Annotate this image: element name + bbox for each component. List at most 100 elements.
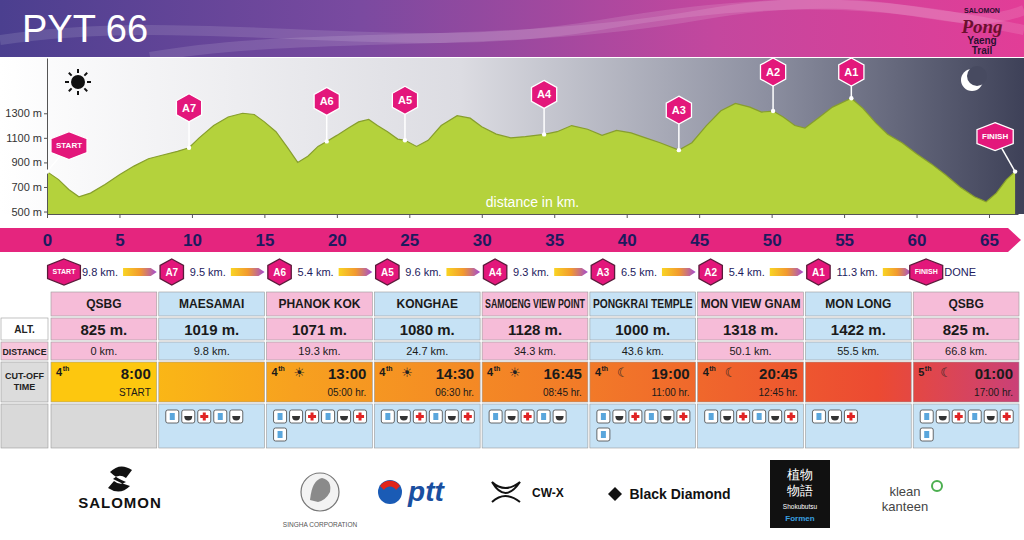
cutoff-elapsed: 05:00 hr. bbox=[327, 387, 366, 398]
sponsor-logo-shape bbox=[301, 473, 339, 511]
service-icon-frame bbox=[613, 410, 626, 423]
name-cell bbox=[374, 292, 480, 316]
services-cell bbox=[374, 404, 480, 448]
logo-text: Trail bbox=[972, 45, 993, 56]
service-icon bbox=[553, 410, 566, 423]
service-icon-cross bbox=[787, 413, 795, 421]
y-tick-mark bbox=[44, 187, 47, 188]
service-icon-frame bbox=[274, 410, 287, 423]
cutoff-day-suffix: th bbox=[386, 365, 393, 372]
service-icon-cross bbox=[308, 413, 316, 421]
cutoff-elapsed: 17:00 hr. bbox=[974, 387, 1013, 398]
y-tick-label: 500 m bbox=[11, 206, 42, 218]
row-label-cell bbox=[1, 362, 48, 402]
cutoff-symbol: ☾ bbox=[940, 365, 952, 380]
checkpoint-marker: A6 bbox=[314, 87, 339, 143]
service-icon-bowl bbox=[508, 416, 516, 421]
cutoff-time: 8:00 bbox=[121, 365, 151, 382]
service-icon-frame bbox=[381, 410, 394, 423]
name-cell bbox=[590, 292, 696, 316]
service-icon bbox=[214, 410, 227, 423]
checkpoint-marker: START bbox=[45, 132, 87, 174]
altitude: 1080 m. bbox=[400, 321, 455, 338]
service-icon bbox=[521, 410, 534, 423]
sponsor-text: Black Diamond bbox=[629, 486, 730, 502]
x-tick-mark bbox=[627, 214, 628, 218]
x-tick-label: 60 bbox=[908, 231, 927, 250]
services-cell bbox=[159, 404, 265, 448]
station-name: MON LONG bbox=[825, 297, 891, 311]
y-tick-mark bbox=[44, 162, 47, 163]
cutoff-cell bbox=[159, 362, 265, 402]
service-icon bbox=[461, 410, 474, 423]
distance: 43.6 km. bbox=[622, 345, 664, 357]
segment-arrow bbox=[554, 268, 588, 276]
row-label-cell bbox=[1, 318, 48, 340]
sponsor-text: SALOMON bbox=[78, 494, 162, 511]
segment-hex-label: FINISH bbox=[915, 268, 938, 275]
sun-ray bbox=[65, 81, 69, 83]
service-icon-frame bbox=[920, 410, 933, 423]
service-icon-frame bbox=[413, 410, 426, 423]
cutoff-symbol: ☀ bbox=[294, 365, 306, 380]
service-icon bbox=[306, 410, 319, 423]
service-icon-cup bbox=[972, 413, 977, 420]
station-name: SAMOENG VIEW POINT bbox=[485, 297, 585, 311]
x-tick: 35 bbox=[545, 214, 564, 250]
service-icon-frame bbox=[537, 410, 550, 423]
alt-cell bbox=[267, 318, 373, 340]
x-tick: 60 bbox=[908, 214, 927, 250]
services-cell bbox=[267, 404, 373, 448]
service-icon-frame bbox=[489, 410, 502, 423]
service-icon bbox=[413, 410, 426, 423]
x-tick-label: 40 bbox=[618, 231, 637, 250]
segment-distance: 9.3 km. bbox=[513, 266, 549, 278]
distance: 55.5 km. bbox=[837, 345, 879, 357]
cutoff-time: 19:00 bbox=[651, 365, 689, 382]
service-icon-cross bbox=[739, 413, 747, 421]
checkpoint-hex-shape bbox=[531, 80, 556, 108]
moon-shadow bbox=[967, 66, 987, 86]
name-cell bbox=[51, 292, 157, 316]
station-name: MON VIEW GNAM bbox=[701, 297, 801, 311]
segment-hex-label: START bbox=[53, 268, 77, 275]
service-icon-cross bbox=[955, 413, 963, 421]
service-icon bbox=[920, 410, 933, 423]
service-icon bbox=[1000, 410, 1013, 423]
service-icon-cup bbox=[757, 413, 762, 420]
distance-cell bbox=[590, 342, 696, 360]
distance: 19.3 km. bbox=[298, 345, 340, 357]
segment-hex-shape bbox=[910, 259, 943, 285]
service-icon-bowl bbox=[232, 416, 240, 421]
service-icon-cup bbox=[601, 413, 606, 420]
cutoff-cell bbox=[913, 362, 1019, 402]
service-icon bbox=[785, 410, 798, 423]
segment-distance: 5.4 km. bbox=[729, 266, 765, 278]
x-tick-label: 10 bbox=[183, 231, 202, 250]
checkpoint-hex: A2 bbox=[760, 58, 785, 86]
altitude: 1318 m. bbox=[723, 321, 778, 338]
distance-band bbox=[0, 228, 1021, 252]
segment-distance: 5.4 km. bbox=[298, 266, 334, 278]
service-icon-frame bbox=[844, 410, 857, 423]
station-name: QSBG bbox=[948, 297, 983, 311]
x-tick-mark bbox=[844, 214, 845, 218]
row-label: DISTANCE bbox=[3, 347, 47, 357]
service-icon-bowl bbox=[448, 416, 456, 421]
service-icon-cross bbox=[200, 413, 208, 421]
sponsor-text: 植物 bbox=[787, 467, 813, 482]
sun-icon bbox=[65, 69, 91, 95]
checkpoint-dot bbox=[542, 132, 546, 136]
cutoff-day-suffix: th bbox=[709, 365, 716, 372]
x-tick-mark bbox=[337, 214, 338, 218]
service-icon bbox=[661, 410, 674, 423]
segment-distance: 11.3 km. bbox=[836, 266, 877, 278]
service-icon-cup bbox=[326, 413, 331, 420]
service-icon-frame bbox=[553, 410, 566, 423]
service-icon-frame bbox=[274, 428, 287, 441]
sponsor-text: CW-X bbox=[532, 486, 564, 500]
service-icon bbox=[230, 410, 243, 423]
service-icon-frame bbox=[397, 410, 410, 423]
distance: 66.8 km. bbox=[945, 345, 987, 357]
service-icon-cup bbox=[433, 413, 438, 420]
